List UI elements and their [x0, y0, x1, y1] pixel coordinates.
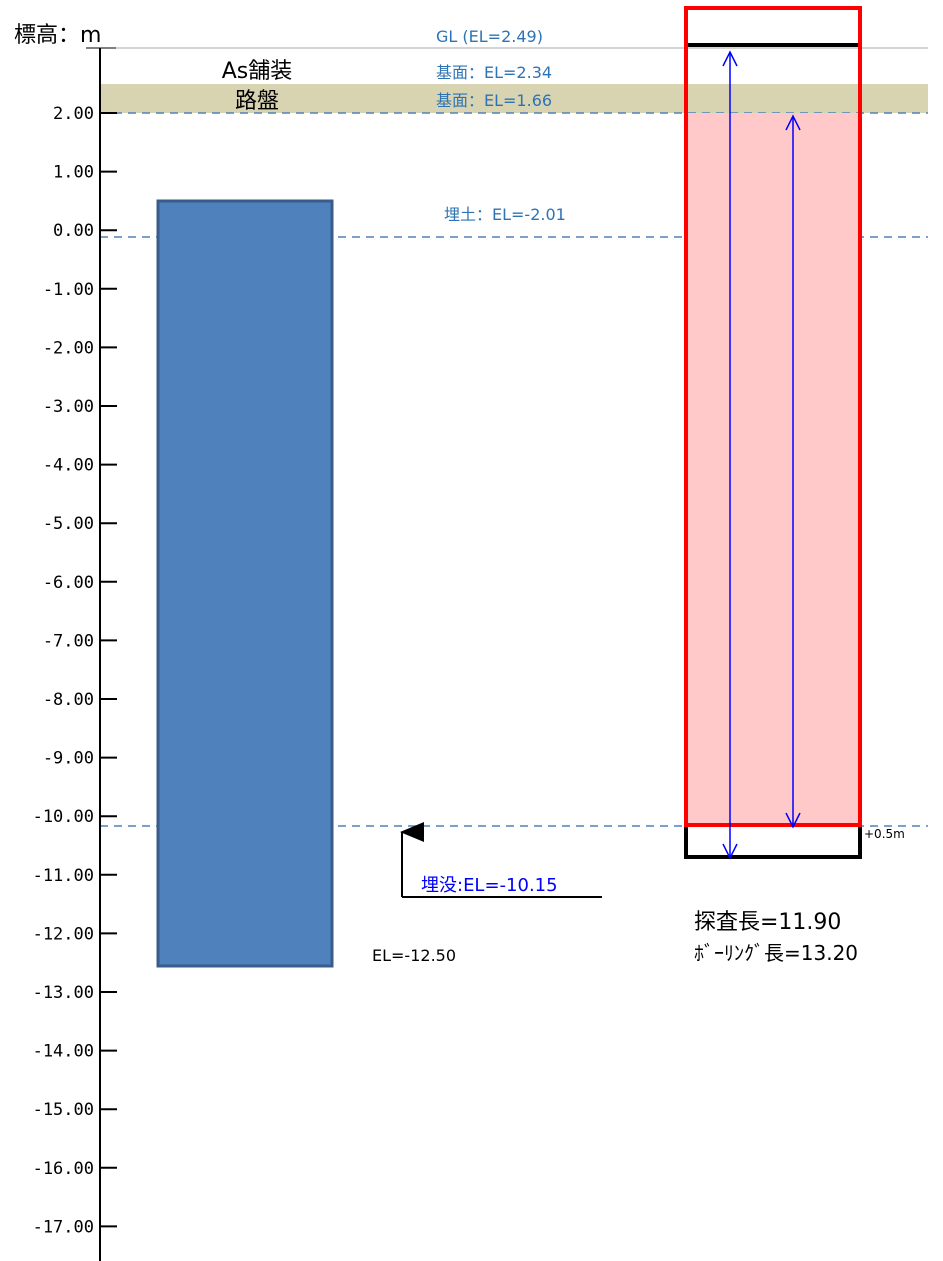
axis-tick-label: -14.00 [33, 1042, 94, 1062]
axis-tick-label: -3.00 [43, 397, 94, 417]
axis-tick-label: -1.00 [43, 280, 94, 300]
axis-tick-label: -5.00 [43, 514, 94, 534]
axis-tick-label: 2.00 [53, 104, 94, 124]
axis-tick-label: 1.00 [53, 163, 94, 183]
survey-length-label: 探査長=11.90 [694, 910, 841, 935]
tick-group: 2.00 1.00 0.00 -1.00 -2.00 -3.00 -4.00 -5.00 -6.… [33, 104, 117, 1237]
level-label-fill: 埋土：EL=-2.01 [444, 205, 566, 224]
axis-tick-label: -13.00 [33, 983, 94, 1003]
axis-title: 標高：m [14, 23, 101, 48]
axis-tick-label: -12.00 [33, 924, 94, 944]
margin-label: +0.5m [864, 827, 905, 841]
level-label-as-base: 基面：EL=2.34 [436, 63, 552, 82]
axis-tick-label: -7.00 [43, 631, 94, 651]
axis-tick-label: -17.00 [33, 1217, 94, 1237]
axis-tick-label: -4.00 [43, 456, 94, 476]
buried-label: 埋没:EL=-10.15 [421, 875, 558, 896]
boring-length-label: ﾎﾞｰﾘﾝｸﾞ長=13.20 [694, 941, 858, 965]
axis-tick-label: -8.00 [43, 690, 94, 710]
layer-label-asphalt: As舗装 [222, 59, 293, 84]
boring-outline [684, 826, 862, 859]
axis-tick-label: -10.00 [33, 807, 94, 827]
axis-tick-label: 0.00 [53, 221, 94, 241]
axis-tick-label: -15.00 [33, 1100, 94, 1120]
axis-tick-label: -11.00 [33, 866, 94, 886]
pile-bottom-label: EL=-12.50 [372, 946, 456, 965]
level-label-roadbed-base: 基面：EL=1.66 [436, 91, 552, 110]
survey-length-arrow [785, 114, 801, 829]
axis-tick-label: -9.00 [43, 749, 94, 769]
layer-band [100, 84, 928, 113]
boring-length-arrow [722, 50, 738, 860]
axis-tick-label: -16.00 [33, 1159, 94, 1179]
survey-area [686, 113, 860, 825]
pile-bar [156, 199, 334, 968]
level-label-gl: GL (EL=2.49) [436, 27, 543, 46]
survey-frame [684, 6, 862, 827]
axis-tick-label: -6.00 [43, 573, 94, 593]
layer-label-roadbed: 路盤 [235, 89, 279, 114]
axis-tick-label: -2.00 [43, 338, 94, 358]
